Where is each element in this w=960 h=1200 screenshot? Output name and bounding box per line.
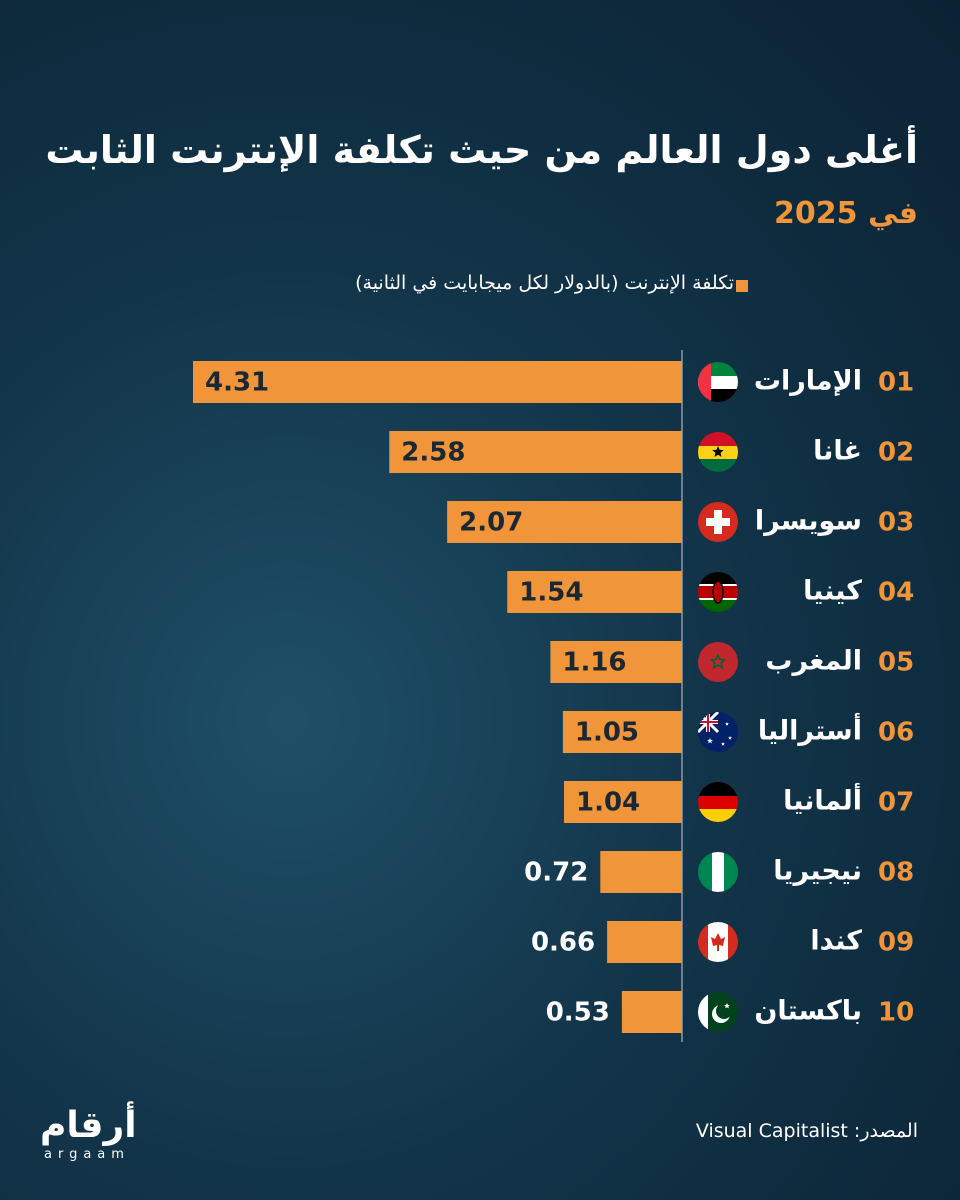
category-label: ألمانيا: [783, 783, 862, 817]
logo: أرقام: [40, 1105, 137, 1146]
rank-label: 01: [878, 368, 914, 398]
value-label: 0.53: [546, 998, 610, 1028]
legend-swatch: [736, 280, 748, 292]
category-label: باكستان: [754, 996, 862, 1027]
bar: [389, 431, 682, 473]
bar: [550, 641, 682, 683]
rank-label: 05: [878, 648, 914, 678]
category-label: الإمارات: [754, 366, 862, 397]
rank-label: 08: [878, 858, 914, 888]
category-label: أستراليا: [758, 713, 862, 747]
chart-title: أغلى دول العالم من حيث تكلفة الإنترنت ال…: [45, 128, 918, 172]
source: المصدر: Visual Capitalist: [695, 1120, 918, 1142]
flag: [698, 922, 738, 962]
category-label: كينيا: [803, 576, 862, 607]
bar: [564, 781, 682, 823]
flag: [698, 572, 738, 612]
category-label: نيجيريا: [773, 856, 862, 887]
flag: [698, 432, 738, 472]
bar: [507, 571, 682, 613]
value-label: 1.16: [562, 648, 626, 678]
value-label: 0.72: [524, 858, 588, 888]
rank-label: 04: [878, 578, 914, 608]
rank-label: 10: [878, 998, 914, 1028]
bar: [447, 501, 682, 543]
bar: [607, 921, 682, 963]
flag: [698, 992, 738, 1032]
rank-label: 09: [878, 928, 914, 958]
rank-label: 02: [878, 438, 914, 468]
rank-label: 07: [878, 788, 914, 818]
value-label: 4.31: [205, 368, 269, 398]
category-label: كندا: [810, 926, 862, 957]
logo-latin: argaam: [44, 1147, 130, 1162]
flag: [698, 642, 738, 682]
flag: [698, 852, 738, 892]
flag: [698, 502, 738, 542]
value-label: 1.04: [576, 788, 640, 818]
bar: [600, 851, 682, 893]
value-label: 1.54: [519, 578, 583, 608]
legend-label: تكلفة الإنترنت (بالدولار لكل ميجابايت في…: [355, 272, 734, 294]
category-label: المغرب: [765, 646, 862, 677]
value-label: 1.05: [575, 718, 639, 748]
value-label: 2.07: [459, 508, 523, 538]
bar: [621, 991, 682, 1033]
flag: [698, 362, 738, 402]
chart-subtitle: في 2025: [774, 196, 918, 231]
flag: [698, 712, 738, 752]
value-label: 0.66: [531, 928, 595, 958]
flag: [698, 782, 738, 822]
value-label: 2.58: [401, 438, 465, 468]
category-label: سويسرا: [755, 506, 862, 537]
rank-label: 03: [878, 508, 914, 538]
bar: [193, 361, 682, 403]
rank-label: 06: [878, 718, 914, 748]
category-label: غانا: [813, 436, 862, 467]
bar: [562, 711, 682, 753]
